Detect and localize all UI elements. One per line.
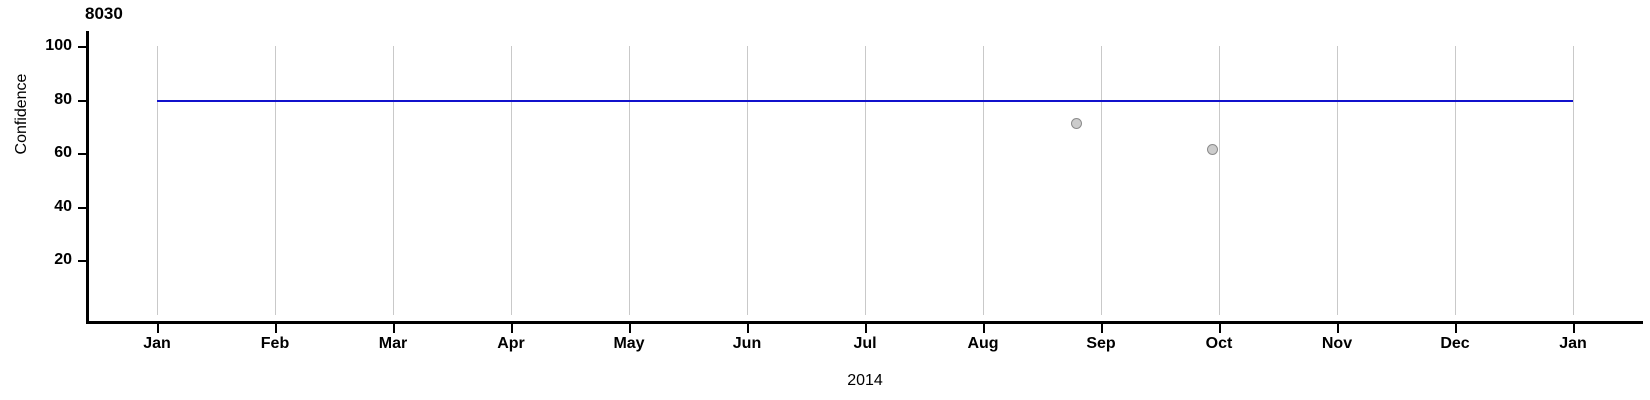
x-axis-tick-0 [157, 324, 159, 333]
x-axis-tick-label-12: Jan [1559, 335, 1587, 352]
gridline-jan-12 [1573, 46, 1574, 315]
x-axis-tick-label-11: Dec [1440, 335, 1470, 352]
y-axis-line [86, 31, 89, 323]
x-axis-tick-10 [1337, 324, 1339, 333]
x-axis-tick-12 [1573, 324, 1575, 333]
data-point-1[interactable] [1207, 144, 1219, 156]
x-axis-tick-label-1: Feb [260, 335, 290, 352]
x-axis-tick-label-0: Jan [143, 335, 171, 352]
data-point-0[interactable] [1071, 117, 1083, 129]
x-axis-tick-label-9: Oct [1205, 335, 1233, 352]
gridline-oct-9 [1219, 46, 1220, 315]
gridline-jan-0 [157, 46, 158, 315]
x-axis-tick-label-8: Sep [1086, 335, 1116, 352]
x-axis-tick-label-7: Aug [967, 335, 999, 352]
x-axis-line [86, 321, 1643, 324]
gridline-mar-2 [393, 46, 394, 315]
x-axis-tick-label-2: Mar [378, 335, 408, 352]
y-axis-tick-80 [78, 99, 87, 102]
x-axis-tick-9 [1219, 324, 1221, 333]
x-axis-tick-3 [511, 324, 513, 333]
x-axis-tick-label-6: Jul [853, 335, 877, 352]
gridline-aug-7 [983, 46, 984, 315]
x-axis-group-label: 2014 [847, 372, 883, 389]
x-axis-tick-11 [1455, 324, 1457, 333]
x-axis-tick-6 [865, 324, 867, 333]
gridline-apr-3 [511, 46, 512, 315]
y-axis-tick-100 [78, 46, 87, 48]
gridline-nov-10 [1337, 46, 1338, 315]
x-axis-tick-1 [275, 324, 277, 333]
x-axis-tick-label-5: Jun [732, 335, 762, 352]
x-axis-tick-label-3: Apr [497, 335, 525, 352]
gridline-dec-11 [1455, 46, 1456, 315]
y-axis-tick-label-100: 100 [45, 37, 72, 54]
gridline-sep-8 [1101, 46, 1102, 315]
y-axis-tick-label-60: 60 [54, 144, 72, 161]
y-axis-tick-40 [78, 206, 87, 209]
y-axis-tick-label-40: 40 [54, 197, 72, 215]
y-axis-tick-60 [78, 153, 87, 155]
gridline-jun-5 [747, 46, 748, 315]
gridline-may-4 [629, 46, 630, 315]
x-axis-tick-2 [393, 324, 395, 333]
y-axis-tick-label-20: 20 [54, 251, 72, 268]
panel-title: 8030 [85, 4, 123, 23]
x-axis-tick-8 [1101, 324, 1103, 333]
y-axis-tick-label-80: 80 [54, 90, 72, 108]
x-axis-tick-label-4: May [613, 335, 645, 352]
x-axis-tick-4 [629, 324, 631, 333]
gridline-jul-6 [865, 46, 866, 315]
x-axis-tick-7 [983, 324, 985, 333]
gridline-feb-1 [275, 46, 276, 315]
threshold-line [157, 99, 1573, 102]
x-axis-tick-label-10: Nov [1321, 335, 1353, 352]
y-axis-tick-20 [78, 260, 87, 262]
x-axis-tick-5 [747, 324, 749, 333]
